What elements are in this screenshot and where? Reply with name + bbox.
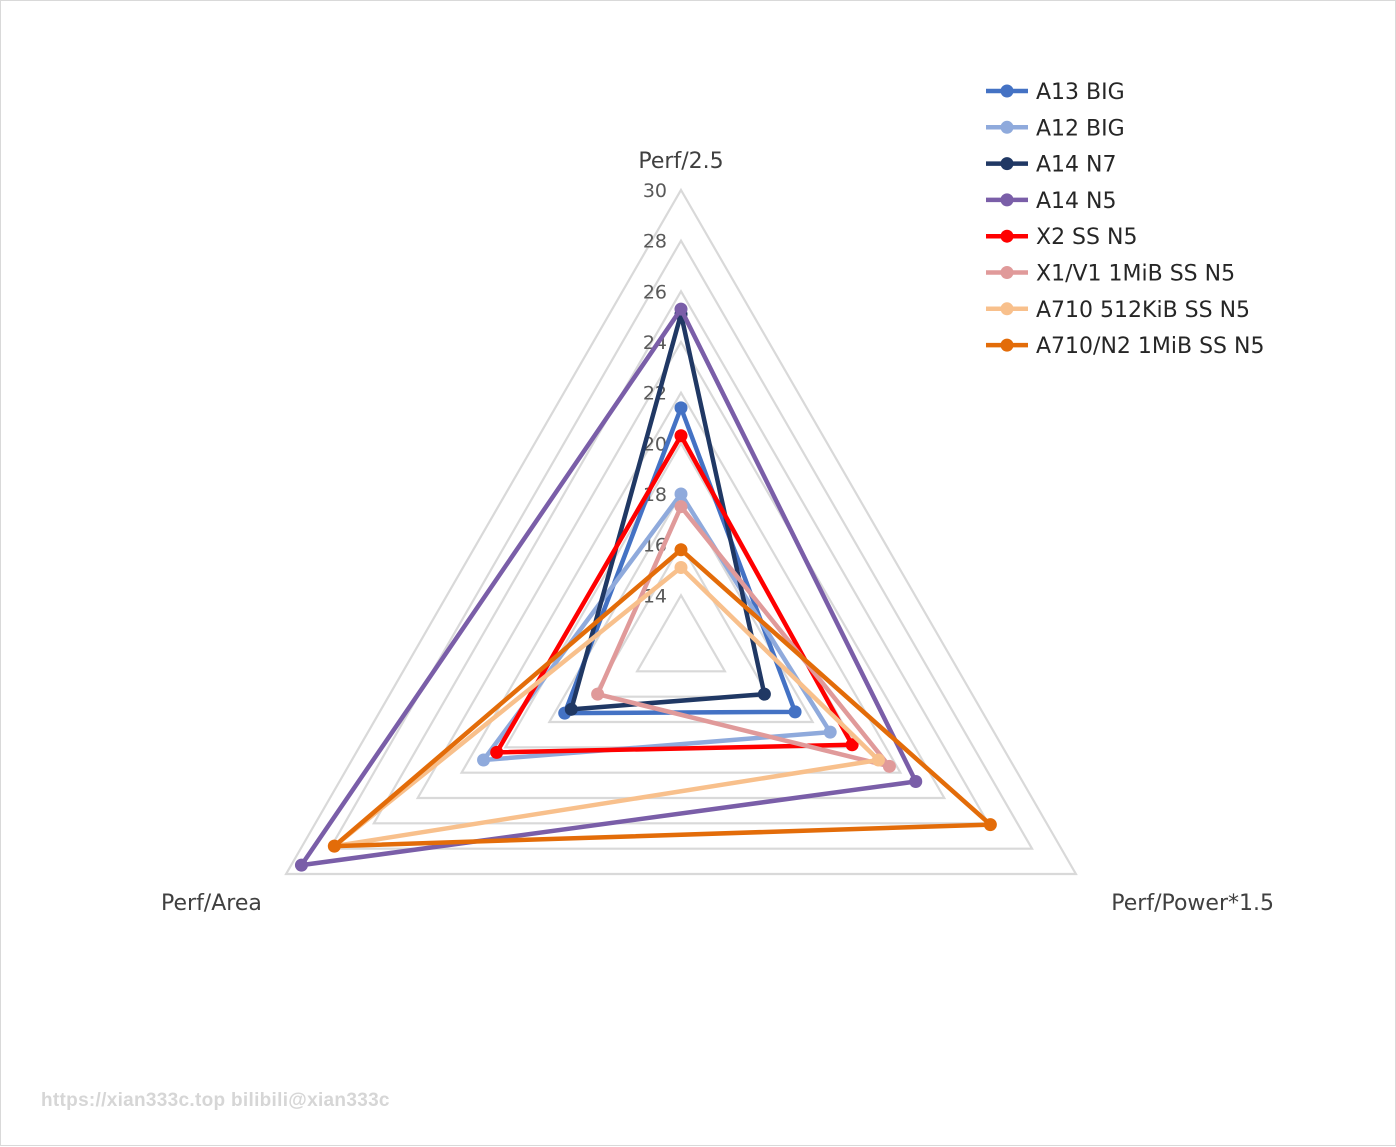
data-point	[327, 839, 341, 853]
data-point	[909, 775, 923, 789]
legend-marker	[1000, 229, 1014, 243]
legend-marker	[1000, 84, 1014, 98]
legend-label: A710 512KiB SS N5	[1036, 298, 1250, 323]
legend-marker	[1000, 338, 1014, 352]
legend-item: A14 N5	[986, 189, 1117, 214]
legend-item: A710/N2 1MiB SS N5	[986, 334, 1264, 359]
series-group	[294, 302, 923, 872]
tick-label: 26	[643, 281, 667, 303]
grid	[284, 187, 1078, 876]
series-group	[327, 543, 997, 853]
data-point	[845, 738, 859, 752]
legend-item: A710 512KiB SS N5	[986, 298, 1250, 323]
legend-item: X1/V1 1MiB SS N5	[986, 262, 1235, 287]
data-point	[294, 858, 308, 872]
legend-marker	[1000, 120, 1014, 134]
legend-label: A13 BIG	[1036, 80, 1125, 105]
grid-ring	[591, 542, 771, 698]
data-point	[674, 401, 688, 415]
data-point	[674, 429, 688, 443]
series	[294, 302, 997, 872]
data-point	[564, 702, 578, 716]
grid-ring	[547, 491, 815, 724]
grid-ring	[328, 238, 1034, 850]
legend-item: X2 SS N5	[986, 225, 1137, 250]
axis-label: Perf/Power*1.5	[1111, 891, 1274, 916]
data-point	[490, 745, 504, 759]
legend-label: A14 N5	[1036, 189, 1117, 214]
data-point	[674, 560, 688, 574]
data-point	[674, 543, 688, 557]
legend-item: A12 BIG	[986, 116, 1125, 141]
data-point	[823, 725, 837, 739]
legend-label: X1/V1 1MiB SS N5	[1036, 262, 1235, 287]
data-point	[591, 687, 605, 701]
data-point	[882, 759, 896, 773]
grid-ring	[459, 390, 903, 774]
axis-label: Perf/Area	[161, 891, 262, 916]
series-line	[332, 565, 881, 849]
legend-marker	[1000, 302, 1014, 316]
watermark-text: https://xian333c.top bilibili@xian333c	[41, 1090, 390, 1111]
legend-marker	[1000, 266, 1014, 279]
data-point	[674, 500, 688, 514]
grid-ring	[284, 187, 1078, 876]
data-point	[477, 753, 491, 767]
legend: A13 BIG A12 BIG A14 N7 A14 N5 X2 SS N5 X1/V1 …	[986, 80, 1264, 359]
series-line	[299, 306, 919, 868]
legend-label: A14 N7	[1036, 153, 1117, 178]
data-point	[788, 705, 802, 719]
tick-label: 28	[643, 231, 667, 253]
data-point	[674, 487, 688, 501]
legend-label: A12 BIG	[1036, 116, 1125, 141]
data-point	[871, 753, 885, 767]
tick-label: 30	[643, 180, 667, 202]
grid-ring	[371, 289, 991, 825]
grid-ring	[635, 593, 727, 673]
legend-item: A14 N7	[986, 153, 1117, 178]
series-line	[332, 547, 993, 849]
data-point	[757, 687, 771, 701]
tick-label: 20	[643, 433, 667, 455]
data-point	[674, 302, 688, 316]
data-point	[983, 818, 997, 832]
legend-marker	[1000, 193, 1014, 207]
axis-label: Perf/2.5	[638, 149, 723, 174]
series-line	[569, 311, 767, 712]
legend-label: A710/N2 1MiB SS N5	[1036, 334, 1264, 359]
legend-label: X2 SS N5	[1036, 225, 1137, 250]
legend-marker	[1000, 157, 1014, 171]
series-group	[490, 429, 859, 759]
axis-labels: Perf/2.5 Perf/Power*1.5 Perf/Area	[161, 149, 1274, 916]
series-line	[494, 433, 855, 755]
legend-item: A13 BIG	[986, 80, 1125, 105]
